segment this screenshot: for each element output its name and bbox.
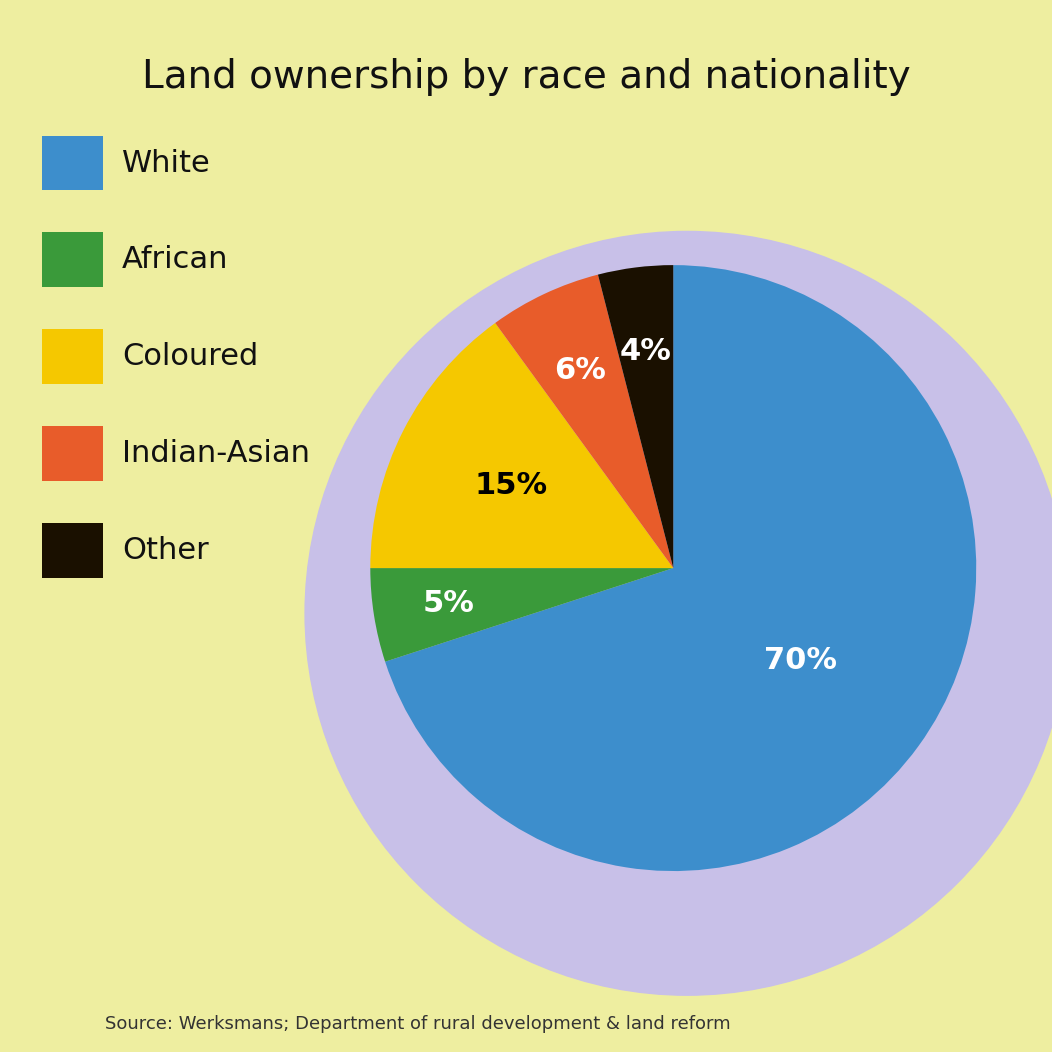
Wedge shape — [495, 275, 673, 568]
Wedge shape — [370, 568, 673, 662]
Text: 15%: 15% — [474, 471, 548, 500]
Text: Other: Other — [122, 535, 208, 565]
Text: African: African — [122, 245, 228, 275]
Text: White: White — [122, 148, 210, 178]
Wedge shape — [370, 323, 673, 568]
Text: 6%: 6% — [554, 357, 606, 385]
Text: 5%: 5% — [423, 589, 474, 619]
Text: 4%: 4% — [620, 337, 672, 366]
Text: Source: Werksmans; Department of rural development & land reform: Source: Werksmans; Department of rural d… — [105, 1015, 731, 1033]
Wedge shape — [385, 265, 976, 871]
Wedge shape — [598, 265, 673, 568]
Text: Land ownership by race and nationality: Land ownership by race and nationality — [142, 58, 910, 96]
Text: Coloured: Coloured — [122, 342, 259, 371]
Text: 70%: 70% — [764, 646, 837, 675]
Text: Indian-Asian: Indian-Asian — [122, 439, 310, 468]
